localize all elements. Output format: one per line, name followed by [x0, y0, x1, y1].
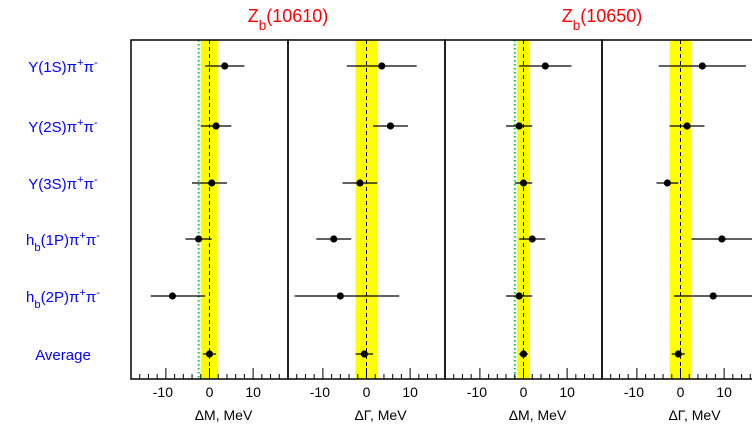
- data-point: [356, 179, 364, 187]
- x-axis-label: ΔΓ, MeV: [668, 407, 721, 423]
- data-point: [221, 62, 229, 70]
- tick-label: 10: [559, 384, 575, 400]
- panel-2: -10 0 10 ΔΓ, MeV: [287, 39, 446, 423]
- data-point: [683, 122, 691, 130]
- row-label: Average: [35, 347, 91, 364]
- row-label: Υ(3S)π+π-: [28, 174, 98, 193]
- group-titles: Zb(10610) Zb(10650): [248, 6, 643, 33]
- row-label: hb(1P)π+π-: [26, 230, 100, 254]
- data-point: [336, 292, 344, 300]
- data-point: [205, 350, 214, 358]
- panel-1: -10 0 10 ΔM, MeV: [130, 39, 289, 423]
- tick-label: 10: [245, 384, 261, 400]
- data-point: [378, 62, 386, 70]
- tick-label: 0: [363, 384, 371, 400]
- data-point: [528, 235, 536, 243]
- tick-label: -10: [467, 384, 487, 400]
- tick-label: 0: [520, 384, 528, 400]
- data-point: [519, 179, 528, 187]
- x-axis-label: ΔΓ, MeV: [354, 407, 407, 423]
- x-axis-label: ΔM, MeV: [195, 407, 253, 423]
- data-point: [541, 62, 549, 70]
- data-point: [330, 235, 338, 243]
- data-point: [698, 62, 706, 70]
- data-point: [709, 292, 717, 300]
- data-point: [718, 235, 726, 243]
- tick-label: -10: [153, 384, 173, 400]
- row-label: hb(2P)π+π-: [26, 287, 100, 311]
- panel-3: -10 0 10 ΔM, MeV: [444, 39, 603, 423]
- panel-4: -10 0 10 ΔΓ, MeV: [601, 39, 752, 423]
- group-title: Zb(10650): [562, 6, 643, 33]
- x-axis-label: ΔM, MeV: [509, 407, 567, 423]
- tick-label: 10: [716, 384, 732, 400]
- row-label: Υ(2S)π+π-: [28, 117, 98, 136]
- data-point: [168, 292, 177, 300]
- data-point: [208, 179, 216, 187]
- data-point: [663, 179, 672, 187]
- data-point: [515, 292, 523, 300]
- tick-label: 0: [677, 384, 685, 400]
- row-labels: Υ(1S)π+π- Υ(2S)π+π- Υ(3S)π+π-hb(1P)π+π-hb(…: [26, 57, 100, 364]
- tick-label: -10: [310, 384, 330, 400]
- data-point: [515, 122, 523, 130]
- data-point: [212, 122, 220, 130]
- data-point: [674, 350, 682, 358]
- tick-label: 0: [206, 384, 214, 400]
- tick-label: 10: [402, 384, 418, 400]
- data-point: [519, 350, 528, 358]
- data-point: [386, 122, 395, 130]
- tick-label: -10: [624, 384, 644, 400]
- row-label: Υ(1S)π+π-: [28, 57, 98, 76]
- data-point: [194, 235, 203, 243]
- group-title: Zb(10610): [248, 6, 329, 33]
- data-point: [360, 350, 368, 358]
